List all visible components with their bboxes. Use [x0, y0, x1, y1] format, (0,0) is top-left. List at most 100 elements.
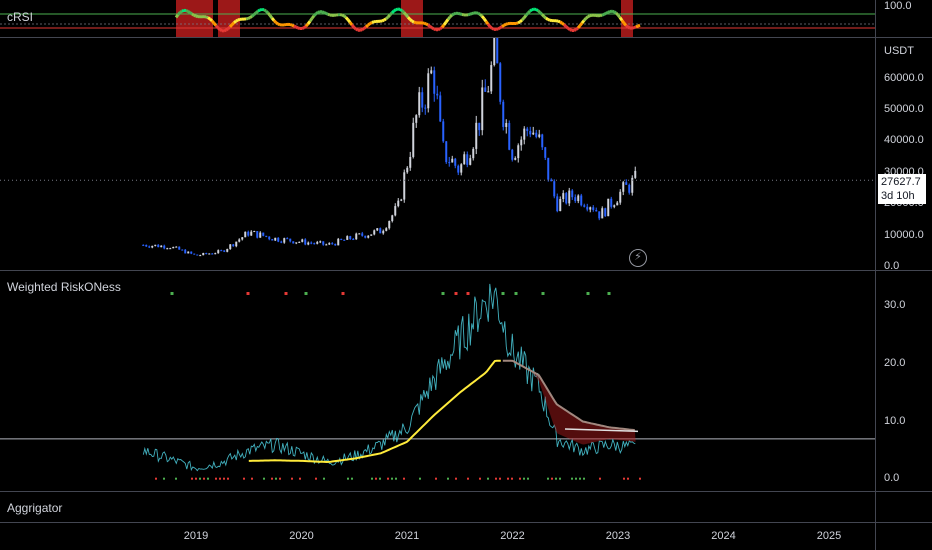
- crsi-line-segment: [348, 21, 354, 26]
- signal-dot-bottom: [639, 477, 641, 480]
- price-pane[interactable]: ⚡: [0, 38, 876, 270]
- crsi-line-segment: [505, 22, 509, 26]
- crsi-line-segment: [179, 9, 183, 14]
- crsi-line-segment: [277, 22, 281, 27]
- candle: [313, 243, 316, 245]
- candle: [373, 230, 376, 235]
- risk-pane[interactable]: Weighted RiskONess: [0, 271, 876, 491]
- crsi-line-segment: [343, 14, 347, 19]
- pane-divider[interactable]: [0, 491, 932, 492]
- price-axis-divider: [875, 0, 876, 550]
- candle: [619, 191, 622, 203]
- crsi-line-segment: [540, 13, 546, 18]
- candle: [349, 236, 352, 240]
- candle: [610, 198, 613, 207]
- candle: [364, 235, 367, 238]
- signal-dot-bottom: [347, 477, 349, 480]
- crsi-line-segment: [603, 12, 607, 16]
- candle: [379, 228, 382, 234]
- candle: [508, 123, 511, 150]
- crsi-line-segment: [529, 8, 533, 13]
- risk-ma-line-falling: [502, 359, 635, 432]
- candle: [454, 158, 457, 166]
- signal-dot-bottom: [519, 477, 521, 480]
- candle: [301, 239, 304, 242]
- crsi-line-segment: [187, 10, 191, 14]
- candle: [475, 122, 478, 149]
- risk-tick: 0.0: [884, 472, 900, 485]
- crsi-line-segment: [622, 22, 628, 27]
- candle: [478, 122, 481, 131]
- crsi-line-segment: [270, 17, 276, 22]
- crsi-line-segment: [437, 27, 441, 32]
- candle: [190, 251, 193, 254]
- crsi-line-segment: [235, 18, 239, 23]
- crsi-line-segment: [576, 24, 582, 29]
- signal-dot-bottom: [215, 477, 217, 480]
- crsi-line-segment: [301, 26, 305, 30]
- signal-dot-bottom: [579, 477, 581, 480]
- crsi-line-segment: [381, 18, 385, 23]
- crsi-line-segment: [355, 27, 359, 32]
- crsi-pane[interactable]: cRSI: [0, 0, 876, 37]
- candle: [427, 73, 430, 109]
- crsi-line-segment: [535, 8, 539, 12]
- crsi-plot: [0, 0, 876, 37]
- candle: [220, 250, 223, 252]
- pane-divider[interactable]: [0, 37, 932, 38]
- lightning-icon[interactable]: ⚡: [629, 249, 647, 267]
- crsi-line-segment: [249, 15, 253, 19]
- candle: [499, 63, 502, 102]
- crsi-line-segment: [174, 13, 180, 19]
- crsi-line-segment: [495, 27, 499, 31]
- signal-dot: [501, 292, 505, 295]
- crsi-line-segment: [350, 23, 356, 29]
- candle: [412, 122, 415, 157]
- candle: [493, 38, 496, 66]
- crsi-line-segment: [616, 14, 622, 19]
- crsi-line-segment: [545, 16, 549, 21]
- crsi-line-segment: [367, 22, 371, 27]
- candle: [391, 215, 394, 222]
- candle: [472, 148, 475, 159]
- signal-dot-bottom: [511, 477, 513, 480]
- crsi-line-segment: [233, 19, 237, 24]
- pane-divider[interactable]: [0, 270, 932, 271]
- crsi-line-segment: [295, 25, 299, 30]
- crsi-line-segment: [605, 10, 609, 15]
- crsi-line-segment: [226, 25, 232, 30]
- crsi-line-segment: [327, 12, 331, 17]
- crsi-line-segment: [369, 21, 373, 25]
- crsi-line-segment: [453, 11, 457, 16]
- crsi-line-segment: [559, 20, 563, 25]
- crsi-line-segment: [219, 28, 223, 33]
- crsi-line-segment: [212, 22, 218, 27]
- price-tick: 40000.0: [884, 134, 924, 147]
- candle: [565, 193, 568, 204]
- signal-dot-bottom: [195, 477, 197, 480]
- candle: [385, 228, 388, 231]
- crsi-line-segment: [251, 13, 255, 18]
- price-plot: [0, 38, 876, 257]
- signal-dot-bottom: [467, 477, 469, 480]
- crsi-line-segment: [395, 7, 399, 12]
- crsi-line-segment: [399, 8, 403, 12]
- crsi-line-segment: [293, 24, 297, 29]
- candle: [574, 197, 577, 202]
- signal-dot-bottom: [599, 477, 601, 480]
- crsi-line-segment: [266, 12, 272, 17]
- candle: [277, 237, 280, 242]
- candle: [547, 157, 550, 180]
- candle: [175, 246, 178, 248]
- crsi-line-segment: [383, 17, 387, 22]
- signal-dot-bottom: [547, 477, 549, 480]
- candle: [295, 242, 298, 244]
- candle: [445, 141, 448, 163]
- crsi-line-segment: [446, 16, 452, 21]
- crsi-line-segment: [321, 10, 325, 14]
- crsi-line-segment: [578, 22, 584, 27]
- candle: [271, 239, 274, 241]
- crsi-line-segment: [181, 8, 185, 13]
- crsi-line-segment: [429, 25, 433, 30]
- aggregator-pane[interactable]: Aggrigator: [0, 492, 876, 522]
